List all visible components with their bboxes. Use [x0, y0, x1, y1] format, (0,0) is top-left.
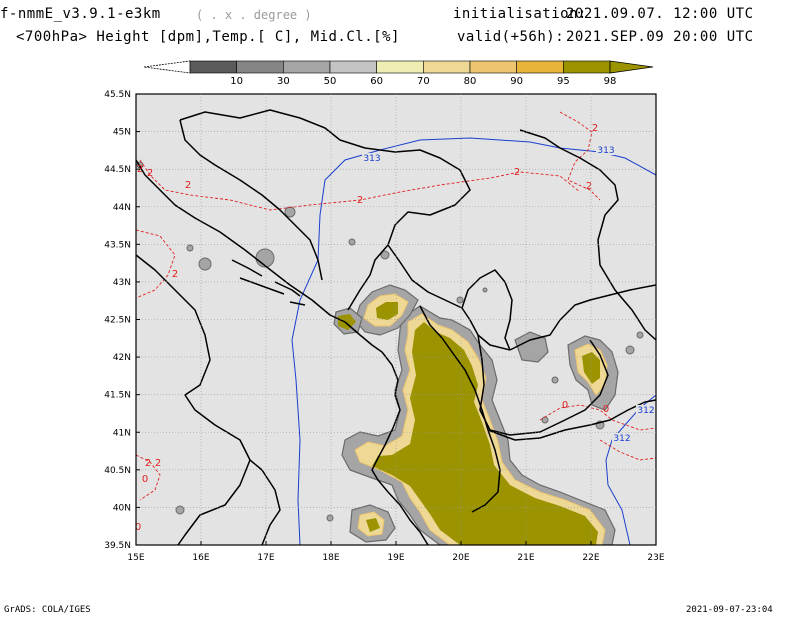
colorbar-swatch — [329, 60, 377, 74]
temp-contour-label: 0 — [603, 404, 609, 415]
colorbar-swatch — [376, 60, 424, 74]
temp-contour-label: 2 — [592, 123, 598, 134]
colorbar-level-label: 80 — [464, 76, 477, 87]
lat-tick-label: 44.5N — [104, 165, 131, 175]
border-montenegro — [387, 244, 511, 351]
footer-timestamp: 2021-09-07-23:04 — [686, 605, 773, 615]
temp-contour-label: 2 — [357, 195, 363, 206]
colorbar-level-label: 95 — [557, 76, 570, 87]
lon-tick-label: 18E — [322, 553, 339, 563]
colorbar-swatch — [283, 60, 331, 74]
border-macedonia — [477, 334, 609, 436]
graticule — [136, 94, 656, 545]
colorbar-swatch — [189, 60, 237, 74]
colorbar-level-label: 98 — [604, 76, 617, 87]
temp-contour-label: 2 — [586, 181, 592, 192]
lat-tick-label: 45.5N — [104, 90, 131, 100]
colorbar-level-label: 10 — [230, 76, 243, 87]
lat-tick-label: 42.5N — [104, 316, 131, 326]
border-serbia — [347, 169, 471, 311]
temp-contour-label: 2 — [185, 180, 191, 191]
colorbar-level-label: 30 — [277, 76, 290, 87]
colorbar-level-label: 90 — [510, 76, 523, 87]
height-contour-label: 313 — [597, 146, 614, 156]
lat-tick-label: 43N — [113, 278, 131, 288]
coastline-adriatic-north — [136, 159, 383, 353]
colorbar-level-label: 50 — [324, 76, 337, 87]
lon-tick-label: 23E — [647, 553, 664, 563]
coastline-adriatic-east — [371, 351, 429, 545]
colorbar: 10 30 50 60 70 80 90 95 98 — [143, 60, 654, 87]
colorbar-swatch — [469, 60, 517, 74]
colorbar-level-label: 60 — [370, 76, 383, 87]
lat-tick-label: 41.5N — [104, 391, 131, 401]
border-bulgaria — [509, 284, 656, 351]
height-label-bg — [612, 433, 632, 443]
colorbar-level-label: 70 — [417, 76, 430, 87]
lon-tick-label: 16E — [192, 553, 209, 563]
border-bosnia — [179, 109, 461, 171]
fields-title: <700hPa> Height [dpm],Temp.[ C], Mid.Cl.… — [16, 29, 400, 45]
height-contour-label: 313 — [363, 154, 380, 164]
colorbar-swatch — [423, 60, 471, 74]
croatia-islands-4 — [289, 301, 306, 306]
height-contour-313 — [291, 137, 656, 545]
border-greece — [487, 399, 656, 441]
border-romania — [519, 129, 656, 341]
valid-label: valid(+56h): — [457, 29, 565, 45]
lon-tick-label: 19E — [387, 553, 404, 563]
units-note: ( . x . degree ) — [196, 8, 312, 22]
temp-contour-label: 2 — [172, 269, 178, 280]
height-label-bg — [636, 405, 656, 415]
colorbar-swatch — [236, 60, 284, 74]
lat-tick-label: 40N — [113, 503, 131, 513]
valid-value: 2021.SEP.09 20:00 UTC — [566, 29, 754, 45]
croatia-islands-3 — [274, 281, 301, 297]
height-contour-label: 312 — [613, 434, 630, 444]
temp-contour-label: 2 — [145, 458, 151, 469]
colorbar-swatch — [516, 60, 564, 74]
lat-tick-label: 43.5N — [104, 240, 131, 250]
cloud-area-east2 — [514, 331, 549, 363]
lat-tick-label: 45N — [113, 128, 131, 138]
lon-tick-label: 15E — [127, 553, 144, 563]
temp-contours — [136, 111, 656, 501]
boundaries — [136, 109, 656, 545]
temp-contour-label: 2 — [147, 168, 153, 179]
temp-contour-label: 0 — [562, 400, 568, 411]
coastline-italy — [136, 254, 251, 545]
lat-tick-label: 40.5N — [104, 466, 131, 476]
height-contour-label: 312 — [637, 406, 654, 416]
border-bosnia-west — [179, 119, 323, 281]
height-label-bg — [362, 153, 382, 163]
colorbar-low-arrow — [143, 60, 191, 74]
cloud-core — [338, 302, 600, 545]
init-value: 2021.09.07. 12:00 UTC — [566, 6, 754, 22]
croatia-islands-2 — [239, 277, 285, 295]
temp-contour-label: 2 — [514, 167, 520, 178]
croatia-islands-1 — [231, 259, 263, 277]
coastline-italy-heel — [249, 459, 281, 545]
border-albania-east — [419, 305, 501, 513]
lat-tick-label: 39.5N — [104, 541, 131, 551]
temp-contour-label: 0 — [135, 522, 141, 533]
lon-tick-label: 17E — [257, 553, 274, 563]
init-label: initialisation: — [453, 6, 587, 22]
lon-tick-label: 21E — [517, 553, 534, 563]
temp-contour-label: 2 — [155, 458, 161, 469]
lat-tick-label: 41N — [113, 428, 131, 438]
temp-contour-label: 0 — [142, 474, 148, 485]
colorbar-high-arrow — [609, 60, 654, 74]
lon-tick-label: 22E — [582, 553, 599, 563]
lat-tick-label: 42N — [113, 353, 131, 363]
footer-software: GrADS: COLA/IGES — [4, 605, 91, 615]
lat-tick-label: 44N — [113, 203, 131, 213]
lon-tick-label: 20E — [452, 553, 469, 563]
colorbar-swatch — [563, 60, 611, 74]
model-title: f-nmmE_v3.9.1-e3km — [0, 6, 161, 22]
height-label-bg — [596, 145, 616, 155]
